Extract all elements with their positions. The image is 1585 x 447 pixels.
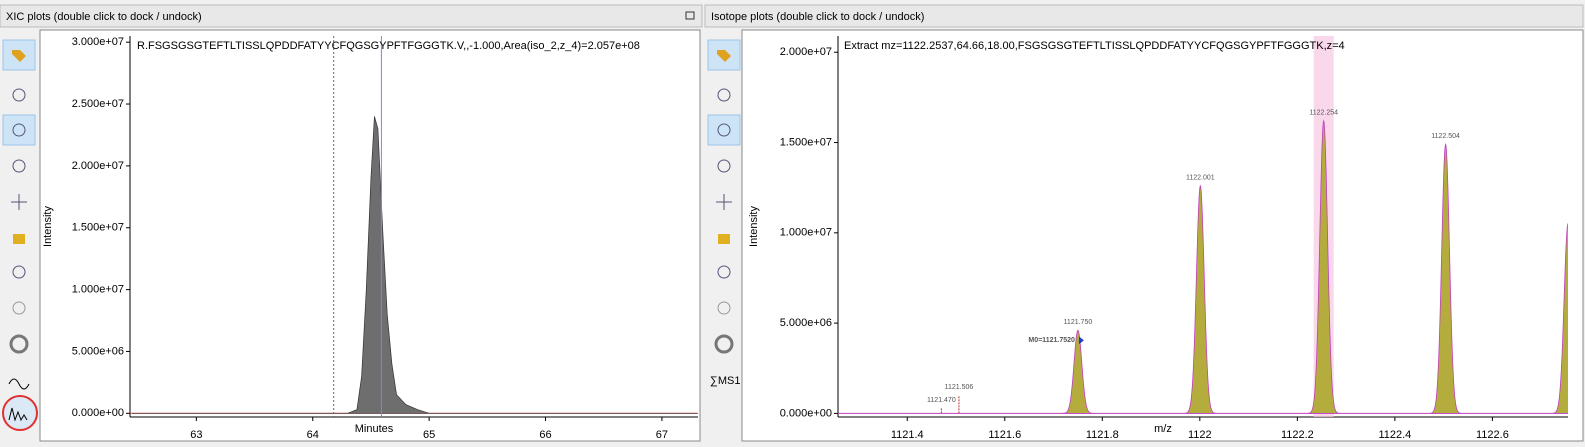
zoom-in-tool[interactable]: [707, 114, 741, 146]
x-tick-label: 1121.8: [1086, 429, 1119, 441]
chart-title: R.FSGSGSGTEFTLTISSLQPDDFATYYCFQGSGYPFTFG…: [137, 40, 640, 52]
x-axis-label: m/z: [1154, 423, 1172, 435]
y-tick-label: 1.500e+07: [780, 136, 832, 148]
undock-button[interactable]: [685, 11, 695, 20]
ms1-tool[interactable]: ∑MS1: [710, 375, 740, 387]
forward-tool[interactable]: [717, 301, 731, 315]
peak: [1429, 142, 1462, 414]
peak: [1307, 119, 1340, 414]
m0-marker: [1078, 336, 1084, 345]
peak: [1061, 329, 1094, 414]
peak: [1552, 222, 1568, 414]
title-bar[interactable]: [0, 4, 703, 28]
line-tool[interactable]: [8, 378, 30, 390]
back-tool[interactable]: [717, 265, 731, 279]
y-tick-label: 2.000e+07: [780, 46, 832, 58]
x-tick-label: 67: [656, 429, 668, 441]
m0-label: M0=1121.7520: [1028, 337, 1075, 344]
peak-label: 1121.750: [1064, 319, 1093, 326]
peak-tool[interactable]: [2, 395, 38, 431]
tag-icon: [717, 50, 731, 62]
x-tick-label: 1121.6: [988, 429, 1021, 441]
plot-area: [130, 36, 698, 417]
zoom-out[interactable]: [717, 159, 731, 173]
chart-title: Extract mz=1122.2537,64.66,18.00,FSGSGSG…: [844, 40, 1345, 52]
x-tick-label: 1122: [1188, 429, 1212, 441]
y-tick-label: 2.500e+07: [72, 98, 124, 110]
zoom-in-tool[interactable]: [2, 114, 36, 146]
lock-tool[interactable]: [718, 234, 730, 244]
lock-tool[interactable]: [13, 234, 25, 244]
peak-label: 1122.001: [1186, 175, 1215, 182]
peak-label: 1121.470: [927, 397, 956, 404]
pan-tool[interactable]: [716, 194, 732, 210]
x-tick-label: 63: [190, 429, 202, 441]
title-bar[interactable]: [704, 4, 1584, 28]
settings-tool[interactable]: [9, 334, 29, 354]
x-tick-label: 1122.4: [1378, 429, 1411, 441]
plot-frame: [741, 29, 1584, 442]
pan-tool[interactable]: [11, 194, 27, 210]
isotope-chart: 0.000e+00 5.000e+06 1.000e+07 1.500e+07 2.00…: [748, 36, 1568, 441]
x-tick-label: 64: [307, 429, 319, 441]
y-tick-label: 0.000e+00: [72, 407, 124, 419]
y-tick-label: 2.000e+07: [72, 160, 124, 172]
xic-area: [132, 116, 697, 414]
x-axis-label: Minutes: [355, 423, 394, 435]
y-axis-label: Intensity: [748, 206, 760, 247]
peak-label: 1122.254: [1309, 110, 1338, 117]
xic-chart: 0.000e+00 5.000e+06 1.000e+07 1.500e+07 2.00…: [42, 36, 698, 441]
settings-tool[interactable]: [714, 334, 734, 354]
x-tick-label: 1121.4: [891, 429, 924, 441]
y-tick-label: 5.000e+06: [72, 345, 124, 357]
peak: [1184, 184, 1217, 414]
plot-area: [838, 36, 1568, 417]
forward-tool[interactable]: [12, 301, 26, 315]
zoom-out[interactable]: [12, 159, 26, 173]
zoom-reset[interactable]: [12, 88, 26, 102]
x-tick-label: 65: [423, 429, 435, 441]
y-tick-label: 1.000e+07: [72, 283, 124, 295]
zoom-reset[interactable]: [717, 88, 731, 102]
y-tick-label: 3.000e+07: [72, 36, 124, 48]
x-tick-label: 1122.6: [1476, 429, 1509, 441]
x-tick-label: 1122.2: [1281, 429, 1314, 441]
panel-title: Isotope plots (double click to dock / un…: [711, 11, 924, 23]
panel-title: XIC plots (double click to dock / undock…: [6, 11, 202, 23]
tag-icon: [12, 50, 26, 62]
back-tool[interactable]: [12, 265, 26, 279]
peak-label: 1122.504: [1431, 133, 1460, 140]
y-axis-label: Intensity: [42, 206, 54, 247]
zoom-in-icon: [12, 123, 26, 137]
peak-icon: [8, 407, 28, 422]
y-tick-label: 1.500e+07: [72, 222, 124, 234]
peak-label: 1121.506: [945, 384, 974, 391]
x-tick-label: 66: [539, 429, 551, 441]
y-tick-label: 5.000e+06: [780, 317, 832, 329]
y-tick-label: 0.000e+00: [780, 407, 832, 419]
y-tick-label: 1.000e+07: [780, 227, 832, 239]
zoom-in-icon: [717, 123, 731, 137]
